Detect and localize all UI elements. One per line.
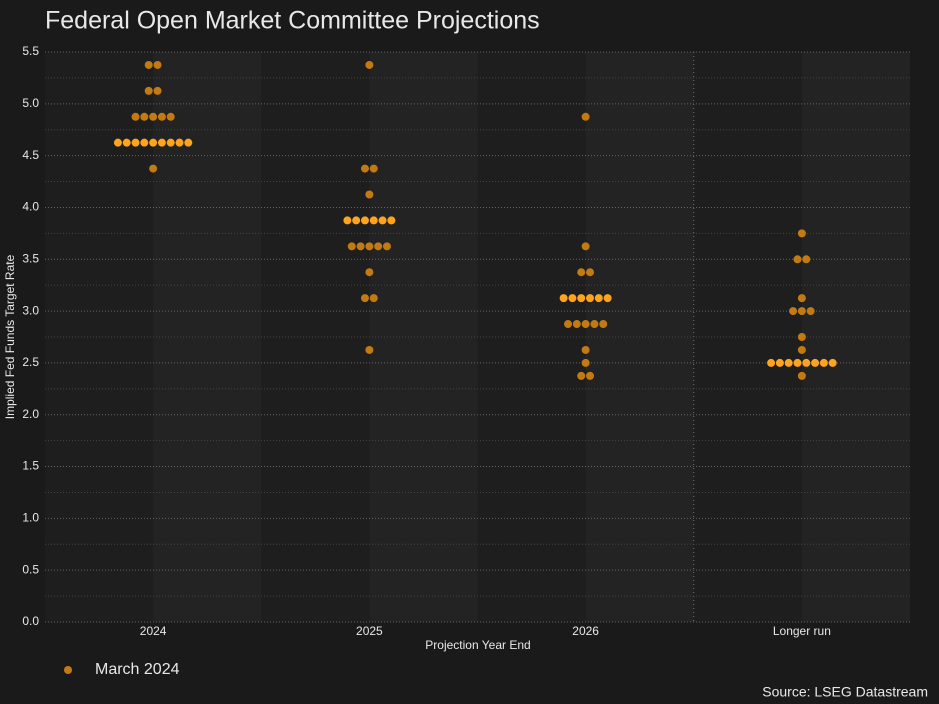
y-tick-label: 4.5 [22, 148, 39, 162]
x-tick-label: Longer run [773, 624, 831, 638]
y-tick-label: 3.5 [22, 251, 39, 265]
y-tick-label: 2.0 [22, 407, 39, 421]
dot [131, 112, 140, 121]
dot [797, 345, 806, 354]
chart-title: Federal Open Market Committee Projection… [45, 7, 540, 35]
dot [797, 371, 806, 380]
dot [369, 294, 378, 303]
dot [590, 320, 599, 329]
dot [819, 358, 828, 367]
dot [797, 294, 806, 303]
dot [586, 268, 595, 277]
dot [365, 242, 374, 251]
dot [382, 242, 391, 251]
dot [586, 371, 595, 380]
dot [581, 320, 590, 329]
dot [797, 307, 806, 316]
dot [577, 371, 586, 380]
dot [374, 242, 383, 251]
dot [594, 294, 603, 303]
dot [806, 307, 815, 316]
dot [802, 358, 811, 367]
dot [166, 112, 175, 121]
dot [387, 216, 396, 225]
y-tick-label: 5.5 [22, 44, 39, 58]
x-axis-label: Projection Year End [425, 638, 530, 652]
dot [343, 216, 352, 225]
dot [360, 294, 369, 303]
dot [149, 112, 158, 121]
dot [581, 358, 590, 367]
dot [113, 138, 122, 147]
dot [365, 190, 374, 199]
dot [365, 345, 374, 354]
dot [577, 268, 586, 277]
dot [789, 307, 798, 316]
dot [767, 358, 776, 367]
dot [365, 60, 374, 69]
legend-label: March 2024 [95, 661, 180, 678]
dot [356, 242, 365, 251]
dot [131, 138, 140, 147]
dot [153, 86, 162, 95]
dot [360, 216, 369, 225]
x-tick-label: 2026 [572, 624, 599, 638]
dot [603, 294, 612, 303]
y-tick-label: 2.5 [22, 355, 39, 369]
dot [365, 268, 374, 277]
dot [175, 138, 184, 147]
y-tick-label: 5.0 [22, 96, 39, 110]
dot [360, 164, 369, 173]
dot [140, 112, 149, 121]
dot [793, 358, 802, 367]
y-tick-label: 4.0 [22, 200, 39, 214]
dot [140, 138, 149, 147]
dot [828, 358, 837, 367]
dot [784, 358, 793, 367]
dot [793, 255, 802, 264]
dot [599, 320, 608, 329]
dot [184, 138, 193, 147]
y-tick-label: 3.0 [22, 303, 39, 317]
dot [352, 216, 361, 225]
dot [577, 294, 586, 303]
dot [153, 60, 162, 69]
dot [581, 345, 590, 354]
dot [559, 294, 568, 303]
y-tick-label: 0.5 [22, 562, 39, 576]
dot [369, 216, 378, 225]
x-tick-label: 2025 [356, 624, 383, 638]
y-axis-label: Implied Fed Funds Target Rate [3, 254, 17, 419]
dot [797, 333, 806, 341]
y-tick-label: 1.0 [22, 511, 39, 525]
source: Source: LSEG Datastream [762, 684, 928, 700]
dot [572, 320, 581, 329]
dot [144, 86, 153, 95]
x-tick-label: 2024 [140, 624, 167, 638]
dot [568, 294, 577, 303]
dot [586, 294, 595, 303]
y-tick-label: 0.0 [22, 614, 39, 628]
dot [581, 242, 590, 251]
dot [157, 112, 166, 121]
y-tick-label: 1.5 [22, 459, 39, 473]
dot [802, 255, 811, 264]
dot [149, 164, 158, 173]
dot [797, 229, 806, 238]
dot [157, 138, 166, 147]
dot [149, 138, 158, 147]
dot [122, 138, 131, 147]
dot [378, 216, 387, 225]
dot [564, 320, 573, 329]
dot [369, 164, 378, 173]
dot [581, 112, 590, 121]
dot [811, 358, 820, 367]
dot [347, 242, 356, 251]
dot [166, 138, 175, 147]
dot [775, 358, 784, 367]
dot [144, 60, 153, 69]
legend-marker [64, 666, 72, 674]
